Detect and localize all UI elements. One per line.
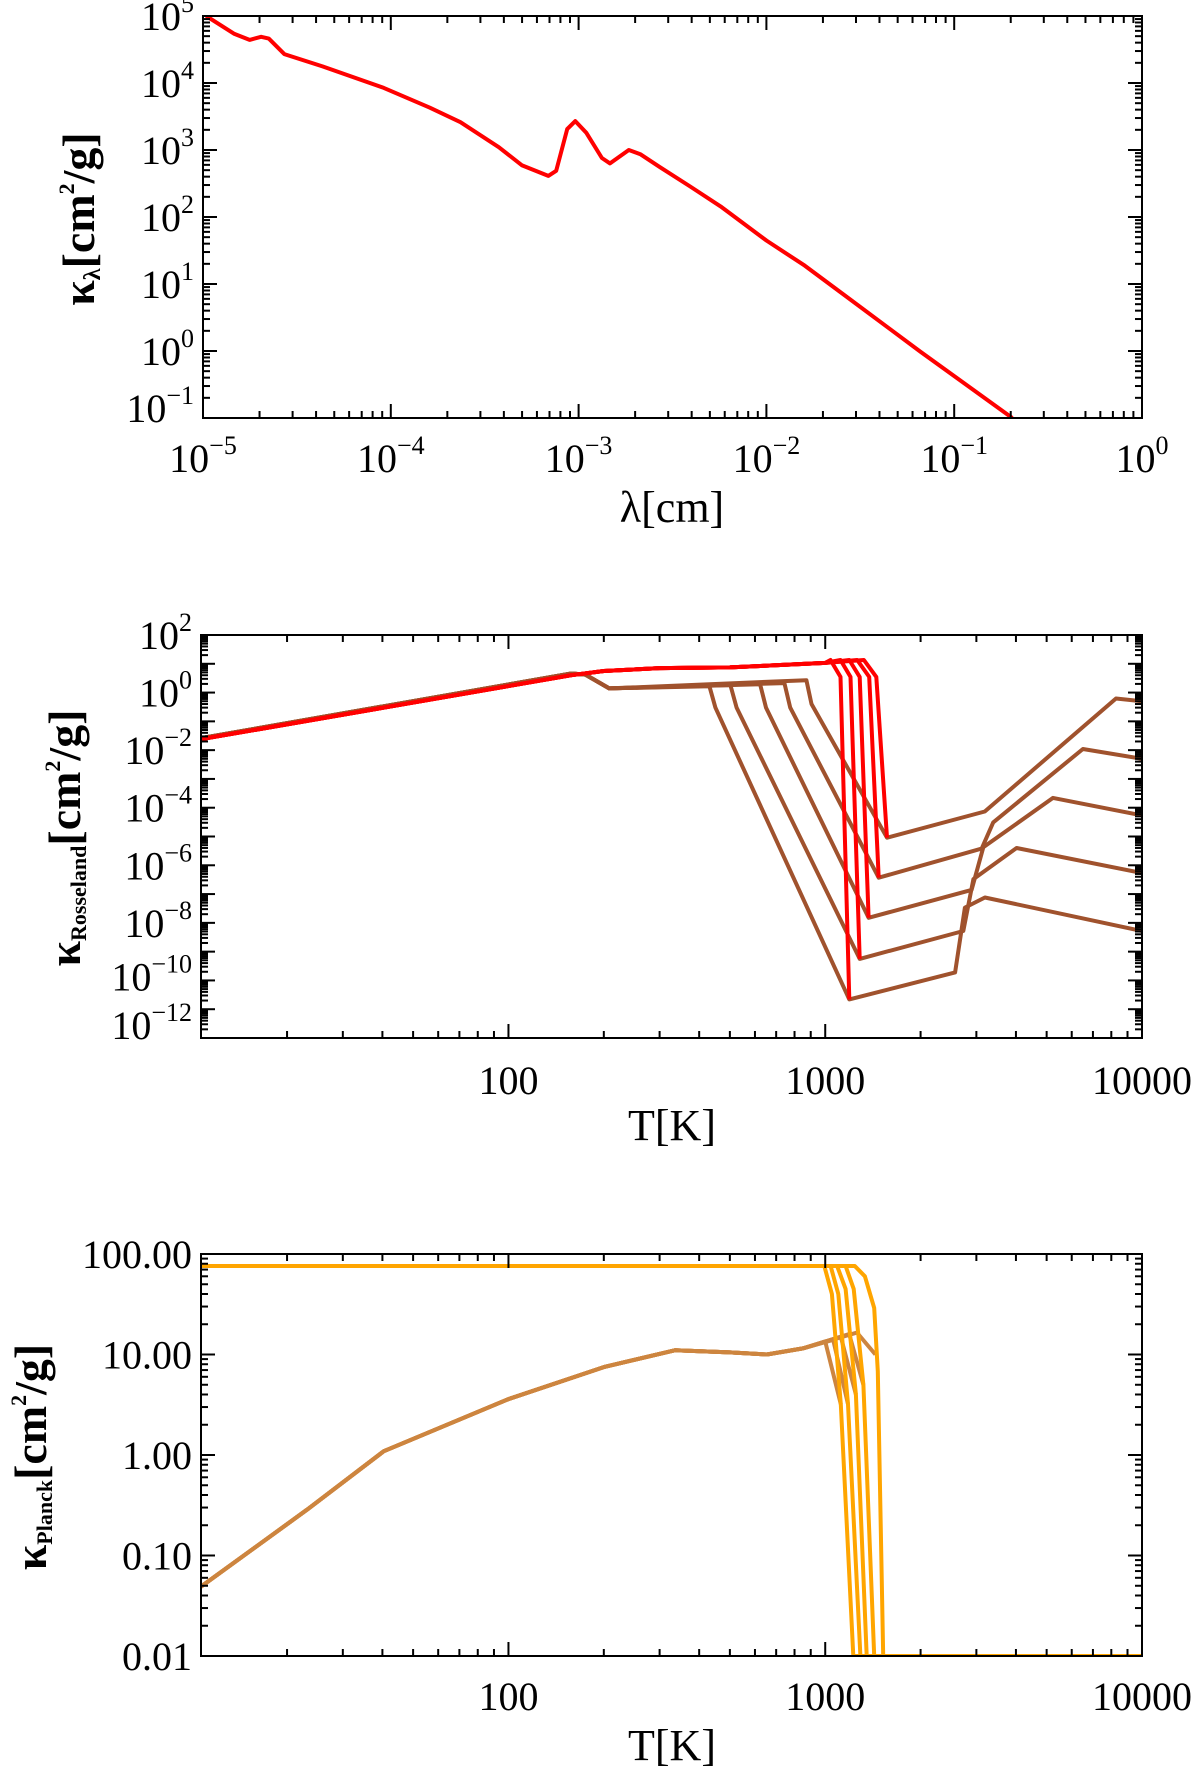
x-tick-label: 1000 — [785, 1674, 865, 1719]
series-line-dust-4 — [201, 658, 889, 838]
y-tick-label: 101 — [141, 257, 194, 307]
y-tick-label: 105 — [141, 0, 194, 39]
y-tick-label: 10−2 — [124, 723, 192, 773]
series-line-planck-b2 — [201, 1334, 858, 1589]
y-tick-label: 10−4 — [124, 781, 192, 831]
panel-kappa-planck: 100 1000 10000 100.00 10.00 1.00 0.10 0.01 — [82, 1232, 1192, 1719]
x-axis-label-1: λ[cm] — [620, 483, 724, 532]
series-line-dust-2 — [201, 658, 871, 918]
series-line-planck-b0 — [201, 1339, 843, 1589]
series-line-planck-o3 — [201, 1264, 1142, 1656]
x-tick-label: 10−2 — [733, 431, 801, 481]
plot-frame — [202, 15, 1143, 419]
y-tick-label: 100 — [139, 666, 192, 716]
x-tick-label: 1000 — [785, 1058, 865, 1103]
ticks — [201, 634, 1143, 1039]
x-tick-label: 100 — [478, 1674, 538, 1719]
x-tick-label: 10−5 — [169, 431, 237, 481]
y-tick-label: 100 — [141, 324, 194, 374]
panel-kappa-lambda: 10−5 10−4 10−3 10−2 10−1 100 105 104 103 102 101 10… — [126, 0, 1168, 481]
series-line-gas+dust-4 — [201, 671, 1142, 840]
x-axis-label-3: T[K] — [628, 1721, 716, 1768]
y-tick-label: 10−10 — [111, 949, 192, 999]
y-tick-label: 102 — [141, 190, 194, 240]
series-group — [201, 1264, 1142, 1656]
panel-kappa-rosseland: 100 1000 10000 102 100 10−2 10−4 10−6 10−810−101… — [111, 608, 1192, 1103]
series-line-planck-b3 — [201, 1332, 866, 1589]
y-tick-label: 10−12 — [111, 998, 192, 1048]
series-line-planck-o4 — [201, 1264, 1142, 1656]
series-group — [205, 16, 1014, 418]
x-tick-label: 10−4 — [357, 431, 425, 481]
x-axis-label-2: T[K] — [628, 1101, 716, 1150]
x-tick-label: 100 — [1116, 431, 1169, 481]
y-tick-label: 102 — [139, 608, 192, 658]
y-tick-label: 103 — [141, 123, 194, 173]
y-tick-label: 100.00 — [82, 1232, 192, 1277]
y-tick-label: 10−8 — [124, 896, 192, 946]
y-tick-label: 0.10 — [122, 1534, 192, 1579]
x-tick-label: 10000 — [1092, 1058, 1192, 1103]
series-group — [201, 658, 1142, 1002]
y-tick-label: 1.00 — [122, 1433, 192, 1478]
series-line-planck-b1 — [201, 1337, 850, 1589]
series-line-planck-o0 — [201, 1264, 1142, 1656]
series-line-dust-0 — [201, 658, 852, 1000]
x-tick-label: 10−1 — [920, 431, 988, 481]
y-tick-label: 10−6 — [124, 838, 192, 888]
plot-frame — [200, 1253, 1143, 1657]
x-tick-label: 100 — [478, 1058, 538, 1103]
y-tick-label: 104 — [141, 56, 194, 106]
x-tick-label: 10000 — [1092, 1674, 1192, 1719]
series-line-planck-b4 — [201, 1330, 877, 1589]
series-line-planck-o2 — [201, 1264, 1142, 1656]
y-tick-label: 10.00 — [102, 1333, 192, 1378]
y-axis-label-3: κPlanck[cm2/g] — [5, 1344, 57, 1571]
ticks — [202, 15, 1143, 419]
series-line-planck-o1 — [201, 1264, 1142, 1656]
y-tick-label: 0.01 — [122, 1634, 192, 1679]
y-tick-label: 10−1 — [126, 381, 194, 431]
series-line-gas+dust-3 — [201, 671, 1142, 880]
y-axis-label-2: κRosseland[cm2/g] — [39, 709, 91, 966]
y-axis-label-1: κλ[cm2/g] — [53, 132, 106, 306]
ticks — [201, 1253, 1143, 1657]
x-tick-label: 10−3 — [545, 431, 613, 481]
series-line-kappa_lambda — [205, 16, 1014, 418]
